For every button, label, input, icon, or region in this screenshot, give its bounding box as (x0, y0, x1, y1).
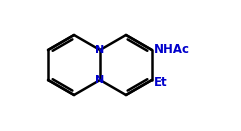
Text: NHAc: NHAc (154, 43, 190, 56)
Text: Et: Et (154, 77, 167, 89)
Text: N: N (95, 75, 105, 85)
Text: N: N (95, 45, 105, 55)
